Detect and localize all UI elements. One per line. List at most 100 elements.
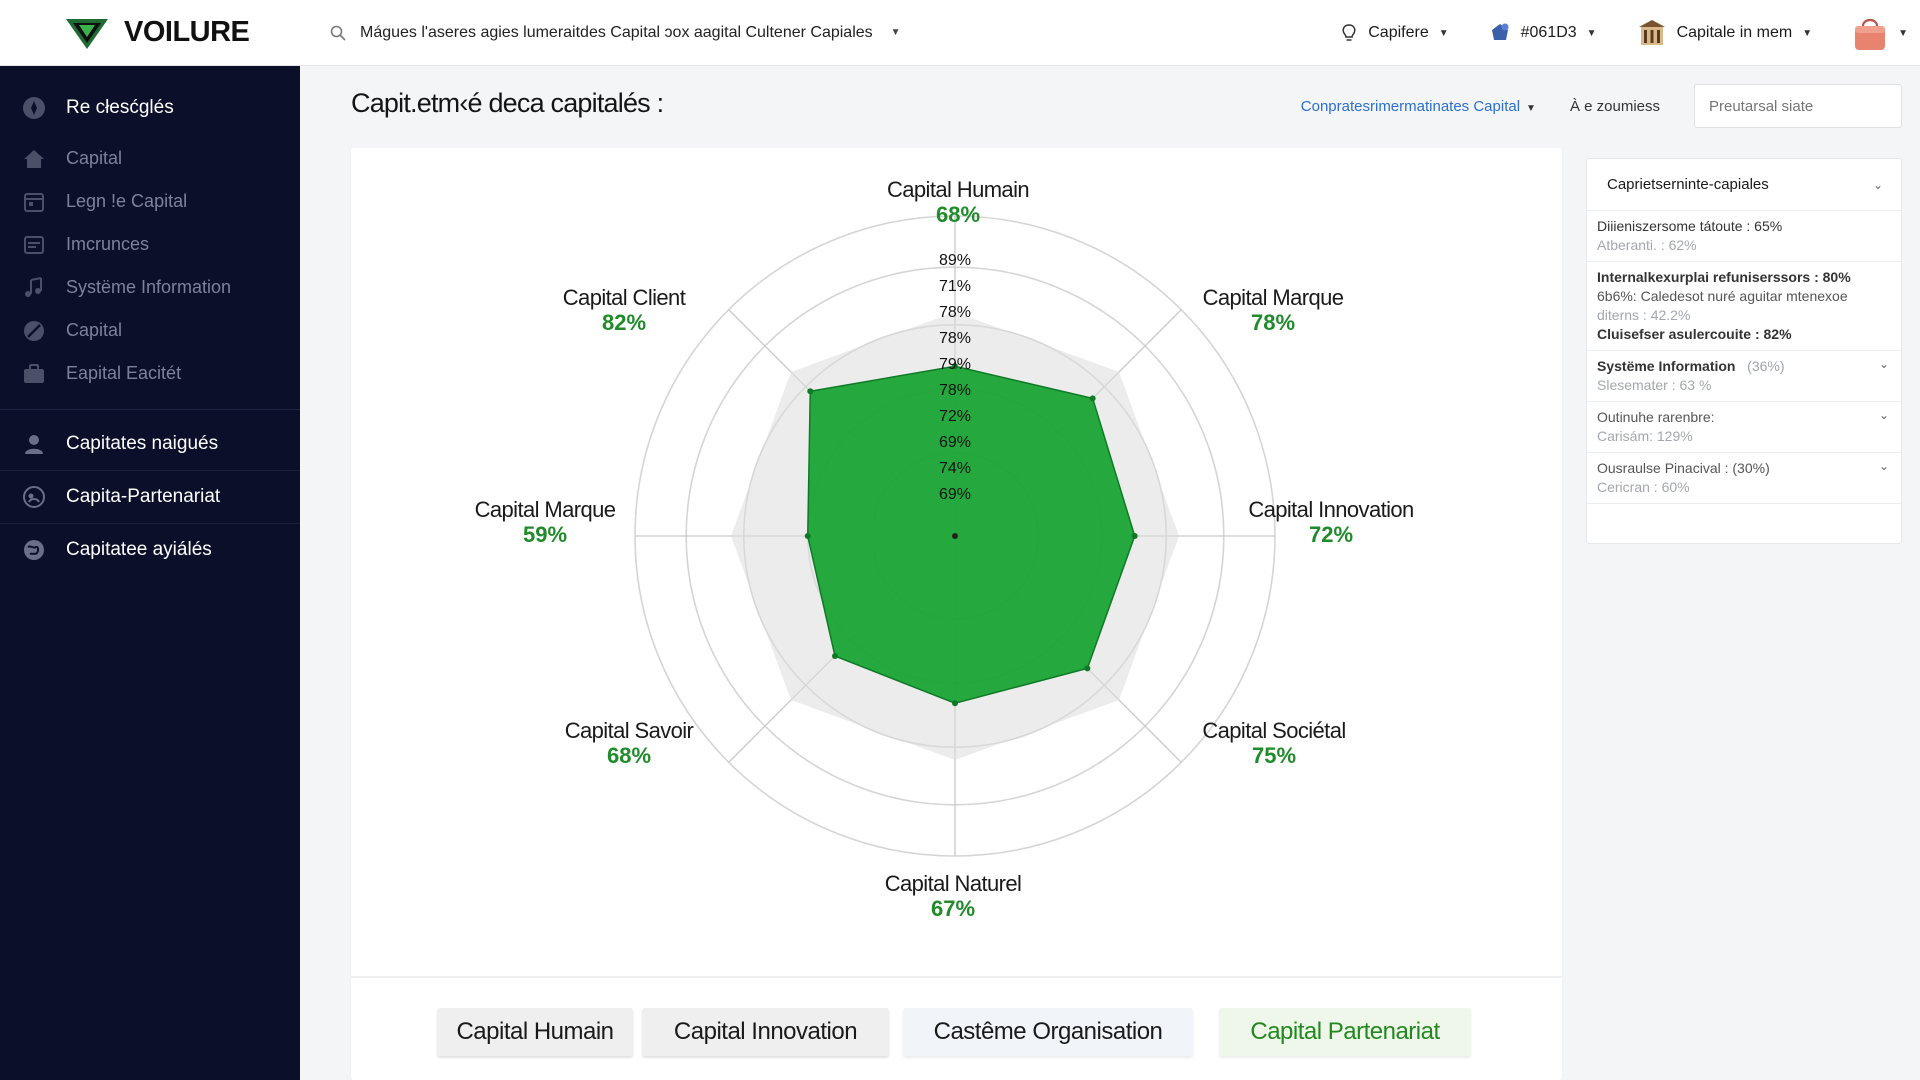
sidebar-item-label: Capitates naigués bbox=[66, 433, 219, 454]
globe-icon bbox=[24, 540, 44, 560]
sidebar-item-legn-capital[interactable]: Legn !e Capital bbox=[0, 180, 300, 223]
status-text: À e zoumiess bbox=[1569, 97, 1660, 115]
top-menu-label: #061D3 bbox=[1520, 24, 1577, 41]
compass-icon bbox=[23, 96, 45, 119]
scale-tick-label: 71% bbox=[939, 278, 971, 295]
axis-label-value: 68% bbox=[935, 201, 981, 227]
card-divider bbox=[351, 976, 1562, 978]
building-icon bbox=[1638, 20, 1665, 45]
tag-icon bbox=[1491, 23, 1509, 40]
sidebar-item-overview[interactable]: Re cłesćglés bbox=[0, 86, 300, 129]
panel-entry-outinuhe[interactable]: Outinuhe rarenbre: ⌄ Carisám: 129% bbox=[1587, 402, 1901, 453]
sidebar-item-label: Capital bbox=[66, 148, 123, 168]
top-menu-account-id[interactable]: #061D3 ▼ bbox=[1489, 22, 1597, 44]
sidebar-item-capitatee-ayiales[interactable]: Capitatee ayiálés bbox=[0, 524, 300, 576]
top-menu-capitale[interactable]: Capitale in mem ▼ bbox=[1637, 18, 1812, 48]
axis-label: Capital Innovation 72% bbox=[1221, 497, 1441, 547]
sidebar-item-label: Systëme Information bbox=[66, 277, 232, 297]
sidebar-item-label: Capital bbox=[66, 320, 123, 340]
panel-entry-ousraulse[interactable]: Ousraulse Pinacival : (30%) ⌄ Cericran :… bbox=[1587, 453, 1901, 504]
tab-capital-innovation[interactable]: Capital Innovation bbox=[642, 1008, 889, 1056]
panel-entry-line: Cluisefser asulercouite : 82% bbox=[1597, 326, 1792, 342]
brand-logo-icon bbox=[66, 18, 108, 49]
panel-entry-line: Internalkexurplai refuniserssors : 80% bbox=[1597, 269, 1851, 285]
data-point bbox=[1084, 665, 1091, 672]
tab-capital-humain[interactable]: Capital Humain bbox=[437, 1008, 633, 1056]
toolbar: Conpratesrimermatinates Capital ▼ À e zou… bbox=[1300, 84, 1902, 128]
scale-tick-label: 78% bbox=[939, 330, 971, 347]
chart-card: 89% 71% 78% 78% 79% 78% 72% 69% 74% 69% Capital H… bbox=[351, 148, 1562, 1080]
scale-tick-label: 78% bbox=[939, 304, 971, 321]
data-point bbox=[952, 363, 958, 370]
chevron-down-icon: ⌄ bbox=[1878, 459, 1889, 473]
chevron-down-icon: ⌄ bbox=[1878, 408, 1889, 422]
panel-entry-line: 6b6%: Caledesot nuré aguitar mtenexoe bbox=[1597, 288, 1848, 304]
search-icon bbox=[330, 25, 346, 41]
brand[interactable]: VOILURE bbox=[0, 0, 300, 66]
top-bar: VOILURE Mágues l'aseres agies lumeraitde… bbox=[0, 0, 1920, 66]
axis-label-value: 78% bbox=[1250, 309, 1296, 335]
center-point bbox=[952, 533, 958, 539]
radar-chart: 89% 71% 78% 78% 79% 78% 72% 69% 74% 69% Capital H… bbox=[351, 148, 1562, 976]
axis-label: Capital Humain 68% bbox=[848, 177, 1068, 227]
global-search[interactable]: Mágues l'aseres agies lumeraitdes Capita… bbox=[330, 24, 901, 42]
sidebar-item-label: Capita-Partenariat bbox=[66, 486, 221, 507]
capital-tabs: Capital Humain Capital Innovation Castêm… bbox=[351, 1008, 1562, 1060]
details-panel: Caprietserninte-capiales ⌄ Diiieniszerso… bbox=[1586, 158, 1902, 544]
axis-label-value: 68% bbox=[606, 742, 652, 768]
search-input[interactable] bbox=[1694, 84, 1902, 128]
data-point bbox=[804, 533, 811, 539]
tab-capital-partenariat[interactable]: Capital Partenariat bbox=[1219, 1008, 1471, 1056]
axis-label-value: 75% bbox=[1251, 742, 1297, 768]
axis-label-name: Capital Innovation bbox=[1248, 497, 1414, 522]
chevron-down-icon: ▼ bbox=[1526, 102, 1536, 114]
axis-label-name: Capital Sociétal bbox=[1202, 718, 1346, 743]
sidebar-divider bbox=[0, 470, 300, 471]
sidebar-item-eapital-eacitet[interactable]: Eapital Eacitét bbox=[0, 352, 300, 395]
data-point bbox=[952, 700, 958, 707]
axis-label: Capital Client 82% bbox=[514, 285, 734, 335]
axis-label-value: 72% bbox=[1308, 521, 1354, 547]
sidebar-item-label: Re cłesćglés bbox=[66, 96, 174, 118]
panel-entry: Internalkexurplai refuniserssors : 80% 6… bbox=[1587, 262, 1901, 351]
panel-entry-title: Outinuhe rarenbre: bbox=[1597, 409, 1715, 425]
top-menu-bag[interactable]: ▼ bbox=[1852, 14, 1908, 52]
sidebar-item-capita-partenariat[interactable]: Capita-Partenariat bbox=[0, 471, 300, 523]
document-icon bbox=[24, 235, 44, 254]
chevron-down-icon: ⌄ bbox=[1872, 177, 1883, 192]
tab-casteme-organisation[interactable]: Castême Organisation bbox=[903, 1008, 1193, 1056]
sidebar-item-label: Capitatee ayiálés bbox=[66, 539, 212, 560]
brand-name: VOILURE bbox=[124, 16, 250, 48]
calendar-icon bbox=[24, 192, 44, 212]
panel-entry-line: diterns : 42.2% bbox=[1597, 307, 1691, 323]
scale-tick-label: 78% bbox=[939, 382, 971, 399]
music-note-icon bbox=[25, 276, 42, 297]
page-title: Capit.etm‹é deca capitalés : bbox=[351, 88, 664, 118]
axis-label-name: Capital Client bbox=[562, 285, 686, 310]
sidebar-item-imcrunces[interactable]: Imcrunces bbox=[0, 223, 300, 266]
panel-header[interactable]: Caprietserninte-capiales ⌄ bbox=[1587, 159, 1901, 211]
chevron-down-icon: ⌄ bbox=[1878, 357, 1889, 371]
panel-entry-line: Cericran : 60% bbox=[1597, 479, 1690, 495]
axis-label-value: 67% bbox=[930, 895, 976, 921]
sidebar-item-capital[interactable]: Capital bbox=[0, 137, 300, 180]
chevron-down-icon: ▼ bbox=[1586, 27, 1597, 39]
scale-tick-label: 74% bbox=[939, 460, 971, 477]
axis-label-name: Capital Humain bbox=[886, 177, 1030, 202]
shopping-bag-icon bbox=[1855, 18, 1886, 50]
top-menu-capifere[interactable]: Capifere ▼ bbox=[1340, 23, 1449, 43]
briefcase-icon bbox=[24, 363, 44, 383]
sidebar-item-capital-2[interactable]: Capital bbox=[0, 309, 300, 352]
top-menu-label: Capitale in mem bbox=[1676, 24, 1793, 41]
axis-label-name: Capital Marque bbox=[1202, 285, 1344, 310]
panel-entry-badge: (36%) bbox=[1747, 358, 1785, 374]
lightbulb-icon bbox=[1342, 24, 1356, 41]
sidebar-item-capitates-naigues[interactable]: Capitates naigués bbox=[0, 418, 300, 470]
sidebar-divider bbox=[0, 409, 300, 410]
user-icon bbox=[25, 435, 43, 454]
filter-dropdown[interactable]: Conpratesrimermatinates Capital ▼ bbox=[1301, 98, 1536, 115]
top-menu-label: Capifere bbox=[1368, 24, 1429, 41]
panel-entry-systeme-information[interactable]: Systëme Information (36%) ⌄ Slesemater :… bbox=[1587, 351, 1901, 402]
sidebar-item-systeme-information[interactable]: Systëme Information bbox=[0, 266, 300, 309]
scale-tick-label: 69% bbox=[939, 434, 971, 451]
